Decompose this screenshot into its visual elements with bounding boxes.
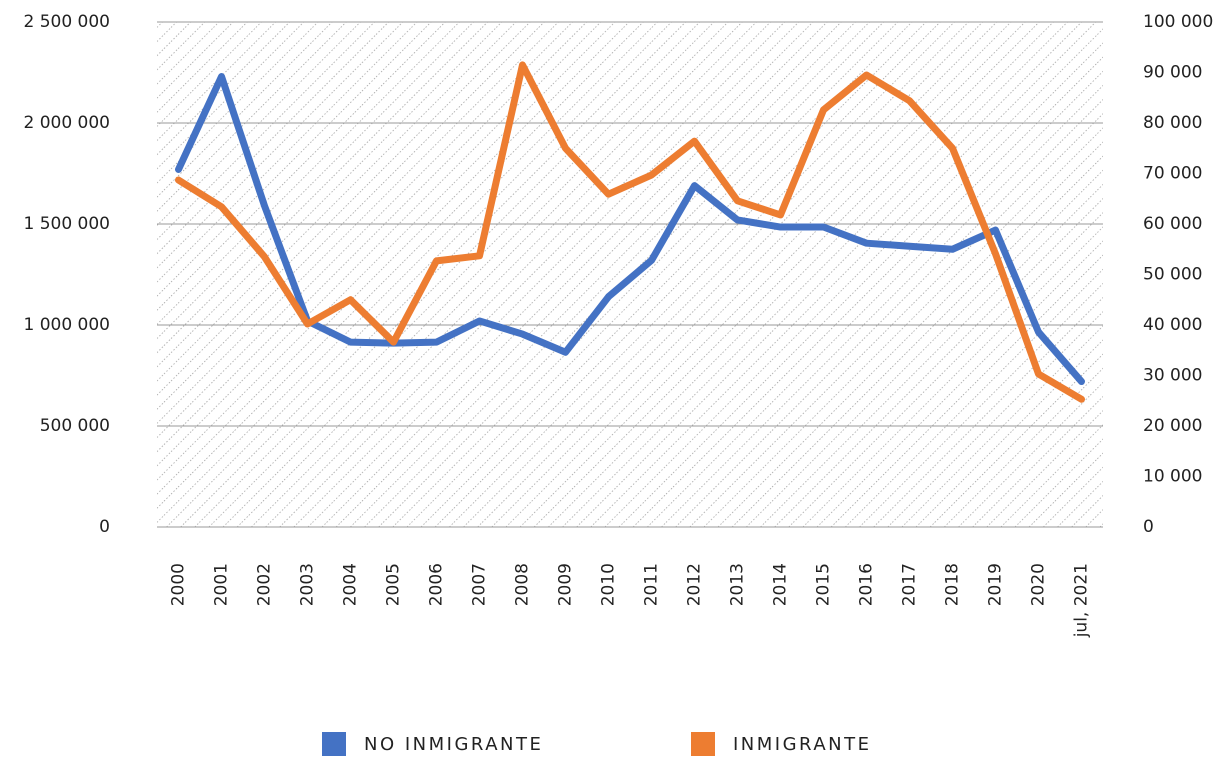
y2-tick-label: 100 000 bbox=[1143, 12, 1213, 32]
legend-label: INMIGRANTE bbox=[733, 734, 871, 755]
y2-tick-label: 30 000 bbox=[1143, 366, 1202, 386]
y2-tick-label: 70 000 bbox=[1143, 164, 1202, 184]
y2-tick-label: 90 000 bbox=[1143, 63, 1202, 83]
x-tick-label: 2016 bbox=[857, 563, 877, 606]
y-tick-label: 500 000 bbox=[40, 416, 110, 436]
y-tick-label: 1 500 000 bbox=[23, 214, 110, 234]
x-tick-label: 2014 bbox=[771, 563, 791, 606]
y2-tick-label: 40 000 bbox=[1143, 315, 1202, 335]
x-tick-label: 2006 bbox=[427, 563, 447, 606]
y-tick-label: 2 000 000 bbox=[23, 113, 110, 133]
y-tick-label: 1 000 000 bbox=[23, 315, 110, 335]
legend-swatch bbox=[691, 732, 715, 756]
line-series bbox=[175, 61, 1085, 403]
x-tick-label: jul, 2021 bbox=[1072, 563, 1092, 638]
x-tick-label: 2001 bbox=[212, 563, 232, 606]
y2-tick-label: 80 000 bbox=[1143, 113, 1202, 133]
x-tick-label: 2012 bbox=[685, 563, 705, 606]
x-tick-label: 2010 bbox=[599, 563, 619, 606]
y2-tick-label: 0 bbox=[1143, 517, 1154, 537]
x-tick-label: 2000 bbox=[169, 563, 189, 606]
y-tick-label: 0 bbox=[99, 517, 110, 537]
legend-label: NO INMIGRANTE bbox=[364, 734, 543, 755]
x-tick-label: 2011 bbox=[642, 563, 662, 606]
x-tick-label: 2019 bbox=[986, 563, 1006, 606]
y2-tick-label: 50 000 bbox=[1143, 265, 1202, 285]
x-tick-label: 2009 bbox=[556, 563, 576, 606]
x-tick-label: 2015 bbox=[814, 563, 834, 606]
x-tick-label: 2007 bbox=[470, 563, 490, 606]
y-tick-label: 2 500 000 bbox=[23, 12, 110, 32]
x-tick-label: 2018 bbox=[943, 563, 963, 606]
x-tick-label: 2008 bbox=[513, 563, 533, 606]
x-tick-label: 2005 bbox=[384, 563, 404, 606]
x-tick-label: 2013 bbox=[728, 563, 748, 606]
y2-tick-label: 20 000 bbox=[1143, 416, 1202, 436]
y2-tick-label: 60 000 bbox=[1143, 214, 1202, 234]
legend-swatch bbox=[322, 732, 346, 756]
line-series bbox=[175, 73, 1085, 386]
x-tick-label: 2002 bbox=[255, 563, 275, 606]
x-tick-label: 2020 bbox=[1029, 563, 1049, 606]
x-tick-label: 2004 bbox=[341, 563, 361, 606]
y2-tick-label: 10 000 bbox=[1143, 467, 1202, 487]
x-tick-label: 2017 bbox=[900, 563, 920, 606]
x-tick-label: 2003 bbox=[298, 563, 318, 606]
